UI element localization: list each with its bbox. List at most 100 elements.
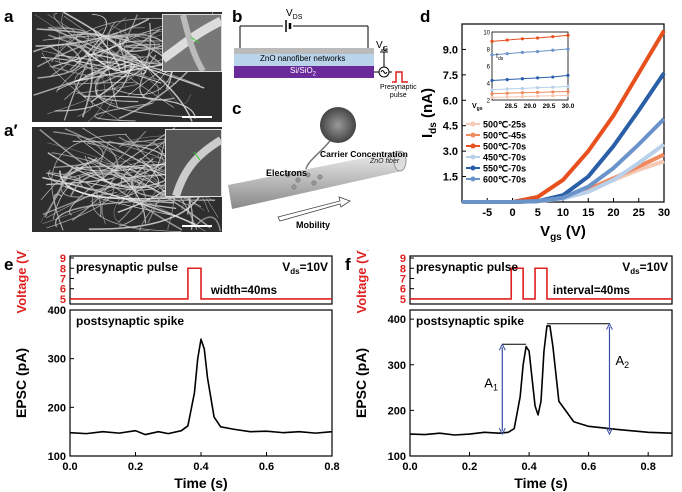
a2-arrowhead-top [606,322,613,330]
sem-fiber [91,191,182,232]
inset-point [536,36,540,40]
time-tick-label: 0.2 [128,461,143,473]
pulse-annotation: interval=40ms [553,285,630,297]
inset-point [566,33,570,37]
voltage-axis-label: Voltage (V) [354,250,369,313]
sem-fiber [131,158,211,199]
legend-marker [470,165,476,171]
inset-point [490,78,494,83]
inset-series-line [491,85,569,91]
sem-fiber [84,29,120,72]
inset-point [505,38,509,42]
sem-fiber [128,199,177,210]
time-tick-label: 0.4 [193,461,209,473]
inset-y-tick: 8 [487,48,491,54]
sem-fiber [69,13,107,71]
sem-inset-a [162,14,222,72]
sem-fiber [47,26,75,49]
a1-label: A1 [484,376,498,393]
panel-label-a-prime: a′ [4,121,18,140]
time-tick-label: 0.6 [581,461,596,473]
inset-point [520,86,524,91]
epsc-trace [409,325,673,436]
sem-fiber [124,133,166,171]
sem-fiber [68,127,176,216]
inset-point [520,50,524,55]
sem-fiber [90,63,135,103]
inset-point [536,86,540,90]
y-tick-label: 3.0 [443,146,458,158]
sem-fiber [87,156,147,224]
y-tick-label: 1.5 [443,172,458,184]
voltage-tick-label: 8 [400,263,406,275]
a2-label: A2 [615,353,629,370]
pulse-annotation: width=40ms [210,285,277,297]
scale-bar-a-prime [182,225,212,227]
sem-fiber [118,136,166,147]
zno-fiber [228,151,402,209]
sem-fiber [47,14,124,61]
vg-label: VG [376,40,389,53]
inset-x-tick: 30.0 [562,103,575,110]
inset-x-tick: 29.5 [543,103,556,110]
presynaptic-pulse-trace [410,267,672,300]
x-tick-label: 10 [557,207,569,219]
postsynaptic-spike-label: postsynaptic spike [76,314,184,328]
legend-marker [470,154,476,160]
substrate-label: Si/SiO2 [290,66,317,78]
legend-entry: 600℃-70s [483,175,526,185]
x-tick-label: 5 [535,207,541,219]
voltage-frame [409,255,673,305]
time-tick-label: 0.8 [324,461,339,473]
inset-series-line [491,34,569,42]
inset-point [536,94,540,98]
legend-marker [470,143,476,149]
time-tick-label: 0.6 [259,461,274,473]
inset-point [520,95,524,99]
sem-fiber [95,89,139,103]
legend-entry: 550℃-70s [483,164,526,174]
time-axis-label: Time (s) [174,475,227,491]
sem-fiber [115,27,162,91]
inset-x-tick: 29.0 [524,103,537,110]
fiber-label: ZnO fiber [370,158,400,165]
voltage-tick-label: 9 [60,253,66,265]
epsc-tick-label: 400 [48,305,66,317]
inset-point [536,49,540,54]
inset-point [490,88,494,92]
inset-point [536,90,540,94]
inset-x-label: Vgs [472,103,483,112]
sem-image-a [32,12,222,122]
sem-fiber [70,173,211,229]
x-tick-label: 0 [509,207,515,219]
voltage-tick-label: 8 [60,263,66,275]
y-tick-label: 7.5 [443,70,458,82]
x-tick-label: 20 [607,207,619,219]
mobility-arrow [277,196,351,222]
a2-arrowhead-bottom [606,427,613,436]
sem-fiber [61,12,183,39]
sem-fiber [65,165,146,206]
vds-label: Vds=10V [622,260,668,276]
inset-point [505,87,509,91]
presynaptic-pulse-trace [70,267,332,300]
epsc-tick-label: 200 [388,405,406,417]
x-axis-label: Vgs (V) [540,223,586,243]
epsc-tick-label: 200 [48,402,66,414]
mobility-label: Mobility [296,220,330,230]
device-schematic [234,20,408,83]
y-axis-label: Ids (nA) [420,88,439,138]
legend-marker [470,176,476,182]
legend-entry: 450℃-70s [483,153,526,163]
voltage-axis-label: Voltage (V) [14,250,29,313]
network-circle-image [320,107,356,143]
sem-fiber [42,34,156,71]
sem-fiber [35,18,150,47]
series-line [462,117,666,204]
inset-point [551,48,555,52]
inset-point [551,35,555,39]
epsc-tick-label: 300 [388,360,406,372]
inset-point [490,53,494,57]
carrier-concentration-label: Carrier Concentration [320,149,408,159]
